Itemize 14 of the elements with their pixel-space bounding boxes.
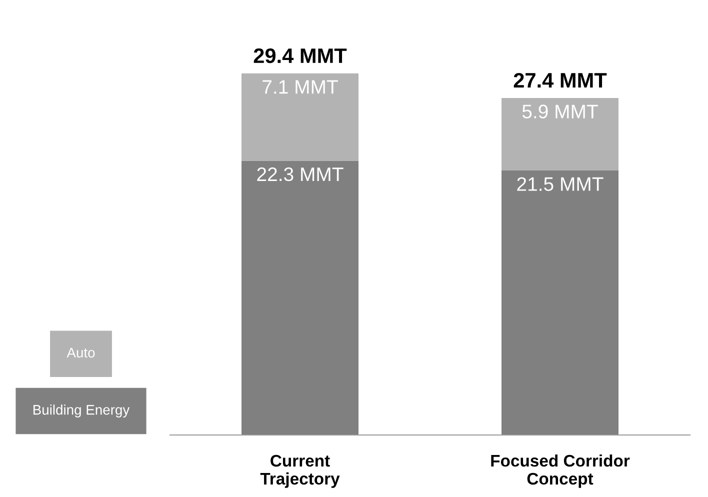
x-tick-label: Focused Corridor Concept [491, 454, 630, 488]
bar [242, 73, 358, 161]
text: Building Energy [34, 404, 130, 418]
data-label: 7.1 MMT [262, 80, 338, 94]
data-label: 5.9 MMT [522, 104, 598, 118]
data-label: 21.5 MMT [517, 177, 604, 191]
text: Auto [66, 348, 95, 358]
total-label: 27.4 MMT [514, 72, 607, 88]
bar [242, 160, 358, 435]
bar [502, 98, 618, 171]
total-label: 29.4 MMT [254, 48, 347, 64]
x-tick-label: Current Trajectory [260, 454, 340, 488]
data-label: 22.3 MMT [257, 167, 344, 182]
bar [502, 170, 618, 435]
